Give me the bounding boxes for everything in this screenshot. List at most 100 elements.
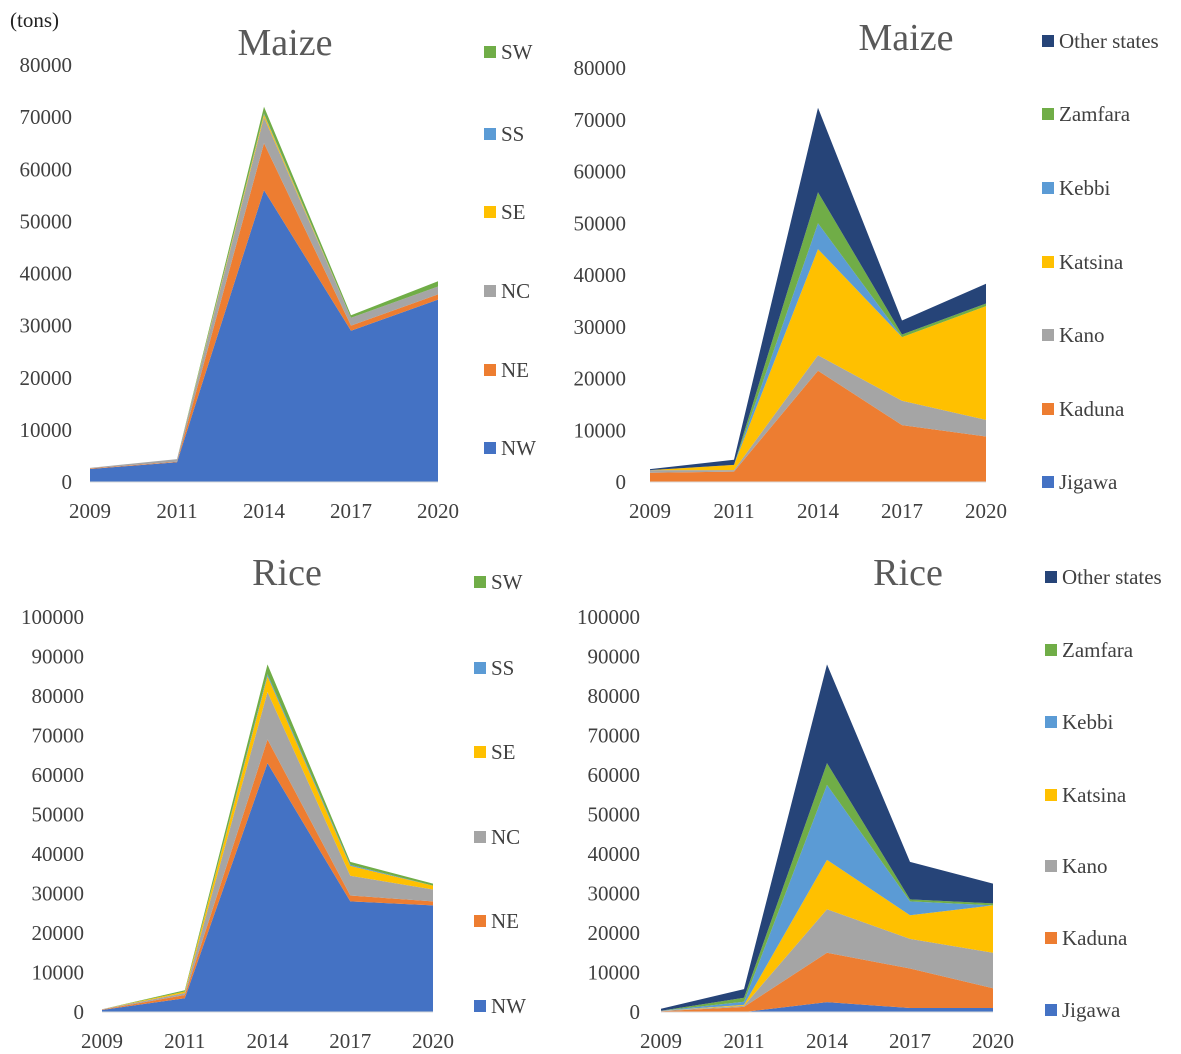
- legend-label: SE: [501, 200, 526, 224]
- chart-title: Rice: [873, 552, 943, 594]
- area-other-states: [650, 107, 986, 471]
- legend-item: SS: [474, 656, 514, 680]
- legend-item: NW: [474, 994, 526, 1018]
- legend-swatch: [484, 128, 496, 140]
- legend-swatch: [1045, 789, 1057, 801]
- x-tick-label: 2014: [806, 1029, 849, 1053]
- legend-item: NW: [484, 436, 536, 460]
- x-tick-label: 2020: [972, 1029, 1014, 1053]
- legend-item: NE: [484, 358, 529, 382]
- y-tick-label: 70000: [32, 724, 85, 748]
- area-other-states: [661, 664, 993, 1011]
- y-tick-label: 30000: [20, 314, 73, 338]
- y-tick-label: 20000: [20, 366, 73, 390]
- legend-item: Katsina: [1045, 783, 1127, 807]
- area-nw: [90, 190, 438, 482]
- y-tick-label: 100000: [21, 605, 84, 629]
- legend-swatch: [474, 915, 486, 927]
- legend-label: Other states: [1062, 565, 1162, 589]
- x-tick-label: 2020: [965, 499, 1007, 523]
- legend-item: SE: [484, 200, 526, 224]
- legend-item: Katsina: [1042, 250, 1124, 274]
- y-tick-label: 10000: [32, 961, 85, 985]
- x-tick-label: 2017: [881, 499, 923, 523]
- legend-label: Zamfara: [1059, 102, 1131, 126]
- y-tick-label: 0: [62, 470, 73, 494]
- legend-item: Other states: [1042, 29, 1159, 53]
- x-tick-label: 2009: [640, 1029, 682, 1053]
- legend-item: Jigawa: [1042, 470, 1118, 494]
- legend-label: SW: [491, 570, 523, 594]
- legend-swatch: [474, 831, 486, 843]
- legend-label: Kaduna: [1059, 397, 1125, 421]
- y-tick-label: 60000: [32, 763, 85, 787]
- y-tick-label: 60000: [20, 157, 73, 181]
- y-tick-label: 0: [630, 1000, 641, 1024]
- y-tick-label: 10000: [20, 418, 73, 442]
- y-tick-label: 80000: [20, 53, 73, 77]
- legend-label: Other states: [1059, 29, 1159, 53]
- y-tick-label: 10000: [588, 961, 641, 985]
- legend-label: Kano: [1059, 323, 1105, 347]
- legend-label: Jigawa: [1059, 470, 1118, 494]
- area-katsina: [661, 859, 993, 1011]
- area-kano: [650, 355, 986, 473]
- legend-swatch: [484, 364, 496, 376]
- x-tick-label: 2011: [156, 499, 197, 523]
- x-tick-label: 2020: [412, 1029, 454, 1053]
- chart-panel-4: Rice 0 10000 20000 30000 40000 50000 60000 70000…: [577, 552, 1162, 1053]
- y-tick-label: 80000: [574, 56, 627, 80]
- y-tick-label: 100000: [577, 605, 640, 629]
- legend-swatch: [1042, 476, 1054, 488]
- legend-swatch: [474, 746, 486, 758]
- legend-item: Kebbi: [1045, 710, 1113, 734]
- chart-title: Maize: [238, 22, 333, 64]
- legend-item: SW: [484, 40, 533, 64]
- x-tick-label: 2014: [243, 499, 286, 523]
- legend-item: Zamfara: [1042, 102, 1131, 126]
- legend-swatch: [1042, 256, 1054, 268]
- legend-swatch: [1045, 1004, 1057, 1016]
- legend-label: SS: [491, 656, 514, 680]
- y-tick-label: 0: [616, 470, 627, 494]
- legend-swatch: [474, 662, 486, 674]
- legend-item: Kano: [1045, 854, 1108, 878]
- y-tick-label: 80000: [588, 684, 641, 708]
- chart-panel-3: Rice 0 10000 20000 30000 40000 50000 60000 70000…: [21, 552, 526, 1053]
- area-katsina: [650, 249, 986, 471]
- area-nw: [102, 763, 433, 1012]
- unit-label: (tons): [10, 8, 59, 32]
- legend-item: Kaduna: [1042, 397, 1125, 421]
- y-tick-label: 90000: [588, 645, 641, 669]
- x-tick-label: 2020: [417, 499, 459, 523]
- x-tick-label: 2009: [81, 1029, 123, 1053]
- y-tick-label: 50000: [32, 803, 85, 827]
- legend-item: Kaduna: [1045, 926, 1128, 950]
- legend-label: NW: [501, 436, 536, 460]
- x-tick-label: 2011: [164, 1029, 205, 1053]
- legend-item: SE: [474, 740, 516, 764]
- legend-swatch: [1045, 571, 1057, 583]
- legend-item: Zamfara: [1045, 638, 1134, 662]
- y-tick-label: 20000: [588, 921, 641, 945]
- y-tick-label: 20000: [32, 921, 85, 945]
- y-tick-label: 70000: [20, 105, 73, 129]
- y-tick-label: 50000: [20, 209, 73, 233]
- legend-label: Kebbi: [1059, 176, 1110, 200]
- y-tick-label: 0: [74, 1000, 85, 1024]
- y-tick-label: 10000: [574, 418, 627, 442]
- legend-item: NE: [474, 909, 519, 933]
- legend-item: SS: [484, 122, 524, 146]
- x-tick-label: 2014: [797, 499, 840, 523]
- y-tick-label: 30000: [588, 882, 641, 906]
- y-tick-label: 40000: [588, 842, 641, 866]
- legend-label: Zamfara: [1062, 638, 1134, 662]
- legend-item: NC: [484, 279, 530, 303]
- area-kebbi: [661, 784, 993, 1011]
- legend-label: NW: [491, 994, 526, 1018]
- legend-swatch: [1042, 108, 1054, 120]
- chart-panel-2: Maize 0 10000 20000 30000 40000 50000 60000 7000…: [574, 17, 1159, 523]
- x-tick-label: 2017: [889, 1029, 931, 1053]
- legend-swatch: [484, 206, 496, 218]
